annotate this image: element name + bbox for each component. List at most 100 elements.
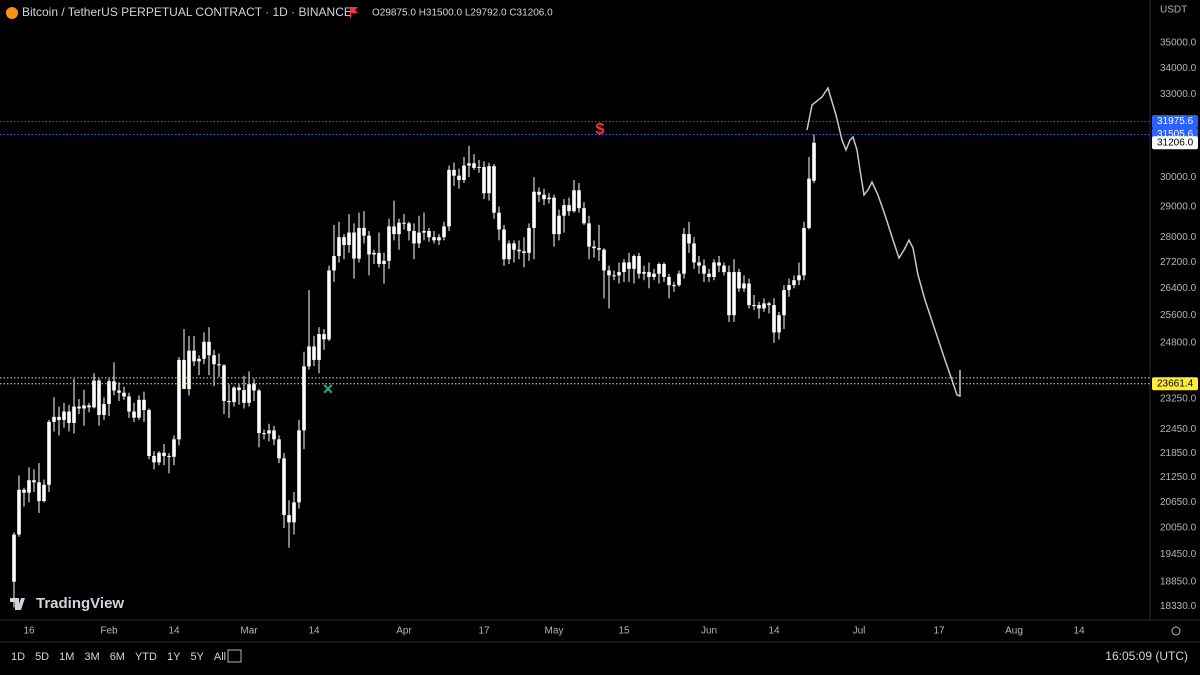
candle-body xyxy=(687,234,691,244)
candle-body xyxy=(597,248,601,250)
candle-body xyxy=(737,272,741,289)
range-button[interactable]: 1D xyxy=(11,651,25,663)
candle-body xyxy=(777,315,781,333)
candle-body xyxy=(587,223,591,247)
brand-name[interactable]: TradingView xyxy=(36,595,124,612)
y-tick-label: 28000.0 xyxy=(1160,232,1197,243)
range-button[interactable]: All xyxy=(214,651,226,663)
candle-body xyxy=(467,163,471,166)
range-button[interactable]: 1Y xyxy=(167,651,181,663)
candle-body xyxy=(657,264,661,274)
candle-body xyxy=(397,222,401,235)
candle-body xyxy=(742,283,746,289)
candle-body xyxy=(62,411,66,420)
candle-body xyxy=(252,384,256,391)
candle-body xyxy=(187,350,191,390)
candle-body xyxy=(527,227,531,253)
y-tick-label: 26400.0 xyxy=(1160,283,1197,294)
candle-body xyxy=(572,190,576,212)
candle-body xyxy=(307,346,311,367)
price-tag-label: 31206.0 xyxy=(1157,137,1194,148)
drawing-path[interactable] xyxy=(806,86,961,398)
candle-body xyxy=(277,439,281,459)
candle-body xyxy=(487,166,491,194)
candle-body xyxy=(87,405,91,408)
candle-body xyxy=(262,433,266,435)
candle-body xyxy=(702,265,706,274)
symbol-title[interactable]: Bitcoin / TetherUS PERPETUAL CONTRACT · … xyxy=(22,5,352,19)
candle-body xyxy=(772,305,776,333)
y-tick-label: 34000.0 xyxy=(1160,63,1197,74)
candle-body xyxy=(402,222,406,224)
range-button[interactable]: 1M xyxy=(59,651,74,663)
axes: 35000.0 34000.0 33000.0 30000.0 29000.0 28000… xyxy=(23,38,1198,637)
candle-body xyxy=(347,232,351,246)
range-button[interactable]: YTD xyxy=(135,651,157,663)
y-tick-label: 25600.0 xyxy=(1160,310,1197,321)
price-tag-label: 23661.4 xyxy=(1157,378,1194,389)
candle-body xyxy=(722,265,726,273)
candle-body xyxy=(247,384,251,403)
candle-body xyxy=(517,249,521,252)
logo-icon[interactable] xyxy=(10,598,25,610)
range-button[interactable]: 5D xyxy=(35,651,49,663)
x-tick-label: Mar xyxy=(240,626,258,637)
range-button[interactable]: 3M xyxy=(84,651,99,663)
candle-body xyxy=(417,232,421,244)
candle-body xyxy=(762,303,766,309)
candle-body xyxy=(37,482,41,502)
candle-body xyxy=(232,387,236,403)
range-button[interactable]: 6M xyxy=(110,651,125,663)
symbol-icon[interactable] xyxy=(6,7,18,19)
candle-body xyxy=(612,275,616,277)
candle-body xyxy=(182,359,186,390)
candle-body xyxy=(197,358,201,362)
candle-body xyxy=(447,169,451,227)
y-tick-label: 18330.0 xyxy=(1160,601,1197,612)
candle-body xyxy=(707,273,711,277)
chart-marker[interactable]: × xyxy=(323,379,334,399)
chart-marker[interactable]: $ xyxy=(596,121,605,138)
candle-body xyxy=(592,246,596,249)
settings-icon[interactable] xyxy=(1171,626,1181,636)
candle-body xyxy=(732,272,736,316)
ohlc-values: O29875.0 H31500.0 L29792.0 C31206.0 xyxy=(372,8,553,19)
candle-body xyxy=(512,243,516,250)
candle-body xyxy=(127,396,131,412)
candle-body xyxy=(522,251,526,253)
candle-body xyxy=(292,502,296,523)
candle-body xyxy=(302,366,306,431)
calendar-icon[interactable] xyxy=(227,649,242,663)
toolbar: 1D 5D 1M 3M 6M YTD 1Y 5Y All xyxy=(11,651,226,663)
candle-body xyxy=(82,405,86,409)
candle-body xyxy=(542,194,546,200)
candle-body xyxy=(202,341,206,359)
candle-body xyxy=(692,243,696,263)
candle-body xyxy=(457,175,461,181)
currency-label[interactable]: USDT xyxy=(1160,5,1187,16)
candle-body xyxy=(72,406,76,423)
clock[interactable]: 16:05:09 (UTC) xyxy=(1105,649,1188,663)
candle-body xyxy=(77,406,81,409)
y-tick-label: 21250.0 xyxy=(1160,472,1197,483)
candle-body xyxy=(287,515,291,523)
candle-body xyxy=(477,167,481,169)
candle-body xyxy=(297,430,301,503)
price-tag-label: 31505.6 xyxy=(1157,129,1194,140)
candle-body xyxy=(272,430,276,440)
y-tick-label: 29000.0 xyxy=(1160,201,1197,212)
candle-body xyxy=(377,252,381,265)
candle-body xyxy=(652,273,656,277)
candle-body xyxy=(42,484,46,502)
y-tick-label: 20650.0 xyxy=(1160,497,1197,508)
range-button[interactable]: 5Y xyxy=(190,651,204,663)
y-tick-label: 30000.0 xyxy=(1160,172,1197,183)
candle-body xyxy=(712,262,716,277)
candle-body xyxy=(12,534,16,582)
candle-body xyxy=(92,380,96,408)
flag-icon[interactable] xyxy=(350,7,358,18)
candle-body xyxy=(242,390,246,403)
price-tag xyxy=(1152,136,1198,150)
candle-body xyxy=(237,387,241,391)
candle-body xyxy=(22,489,26,493)
